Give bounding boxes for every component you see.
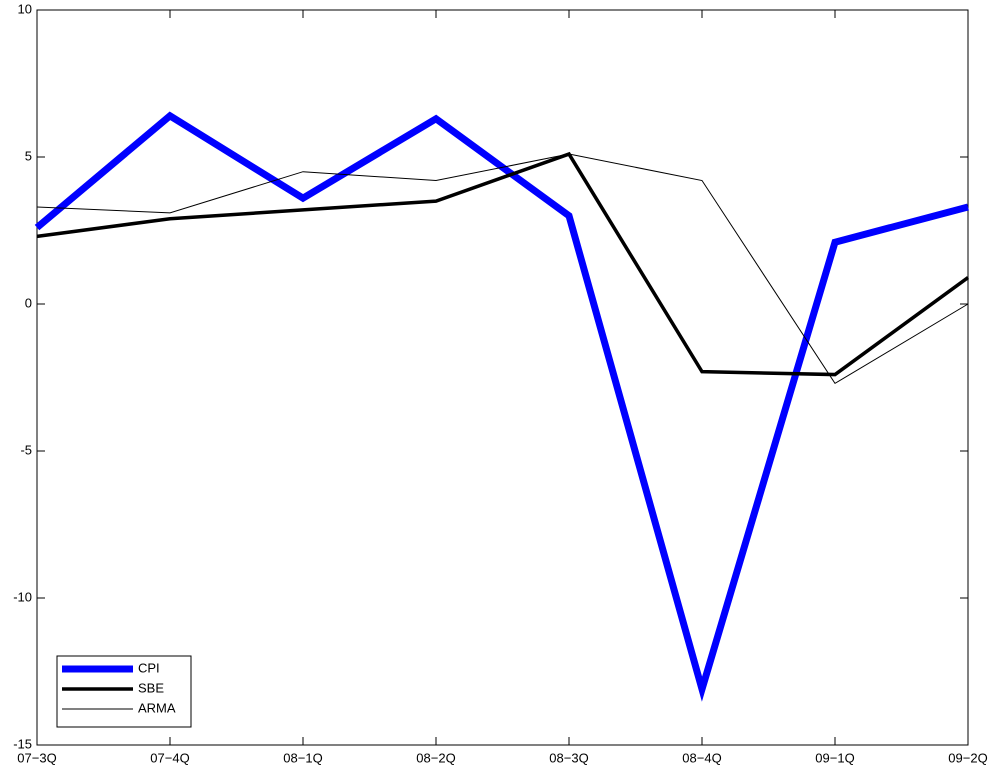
y-tick-label: 5 (25, 148, 32, 163)
y-tick-label: -10 (13, 589, 32, 604)
x-tick-label: 07−3Q (17, 750, 56, 765)
y-tick-label: -15 (13, 736, 32, 751)
legend-label: SBE (138, 680, 164, 695)
legend-label: CPI (138, 660, 160, 675)
series-line (36, 151, 970, 377)
series-line (36, 153, 969, 385)
x-tick-label: 08−1Q (283, 750, 322, 765)
y-tick-label: 0 (25, 295, 32, 310)
x-tick-label: 08−2Q (416, 750, 455, 765)
x-tick-label: 09−2Q (948, 750, 987, 765)
x-tick-label: 09−1Q (815, 750, 854, 765)
legend-label: ARMA (138, 700, 176, 715)
y-tick-label: -5 (20, 442, 32, 457)
x-tick-label: 07−4Q (150, 750, 189, 765)
x-tick-label: 08−4Q (682, 750, 721, 765)
y-tick-label: 10 (18, 1, 32, 16)
x-tick-label: 08−3Q (549, 750, 588, 765)
